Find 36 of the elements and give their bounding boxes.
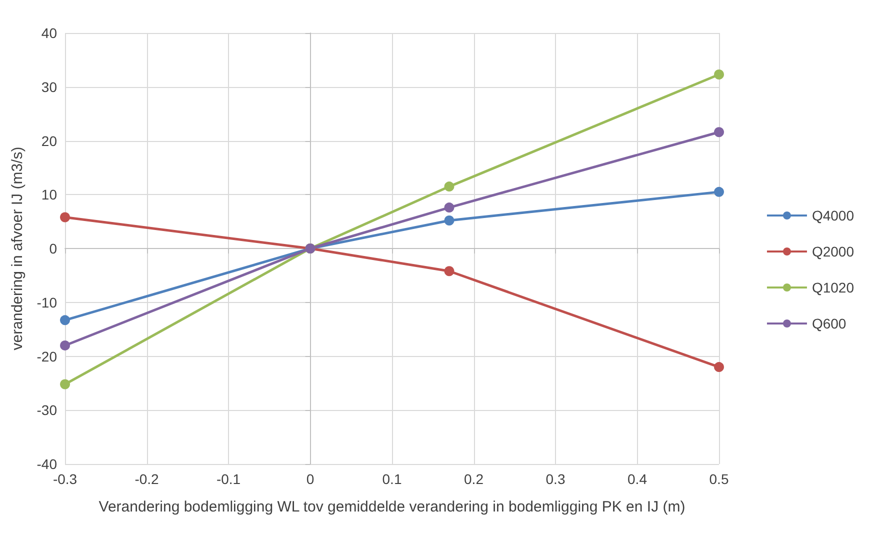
x-tick-label: 0.2 — [464, 471, 484, 487]
x-tick-label: 0.5 — [709, 471, 729, 487]
point — [444, 182, 454, 192]
legend-label: Q1020 — [812, 280, 854, 296]
x-tick-label: 0 — [306, 471, 314, 487]
point — [60, 340, 70, 350]
point — [714, 186, 724, 197]
x-tick-label: 0.1 — [382, 471, 402, 487]
point — [714, 127, 724, 138]
point — [60, 379, 70, 390]
x-tick-label: -0.1 — [216, 471, 241, 487]
y-tick-label: 10 — [41, 186, 58, 203]
point — [444, 266, 454, 276]
x-tick-label: -0.3 — [52, 471, 78, 487]
y-tick-label: -20 — [36, 348, 58, 364]
y-tick-label: -10 — [36, 294, 58, 310]
x-tick-label: 0.4 — [628, 471, 648, 487]
x-tick-label: -0.2 — [134, 471, 160, 487]
y-tick-label: 20 — [41, 132, 58, 149]
x-tick-label: 0.3 — [546, 471, 566, 487]
point — [444, 202, 454, 213]
legend-label: Q600 — [812, 316, 846, 332]
point — [60, 212, 70, 222]
point — [444, 215, 454, 226]
point — [714, 69, 724, 80]
legend-label: Q2000 — [812, 244, 854, 260]
y-axis-title: verandering in afvoer IJ (m3/s) — [9, 146, 26, 350]
y-tick-label: 0 — [49, 240, 58, 256]
y-tick-label: 30 — [41, 78, 58, 95]
y-tick-label: -30 — [36, 402, 58, 418]
point — [714, 362, 724, 372]
x-axis-title: Verandering bodemligging WL tov gemiddelde verandering in bodemligging PK en IJ (m) — [98, 498, 686, 516]
y-tick-label: -40 — [36, 456, 58, 472]
point — [60, 315, 70, 326]
y-tick-label: 40 — [41, 25, 58, 41]
legend-label: Q4000 — [812, 208, 854, 224]
